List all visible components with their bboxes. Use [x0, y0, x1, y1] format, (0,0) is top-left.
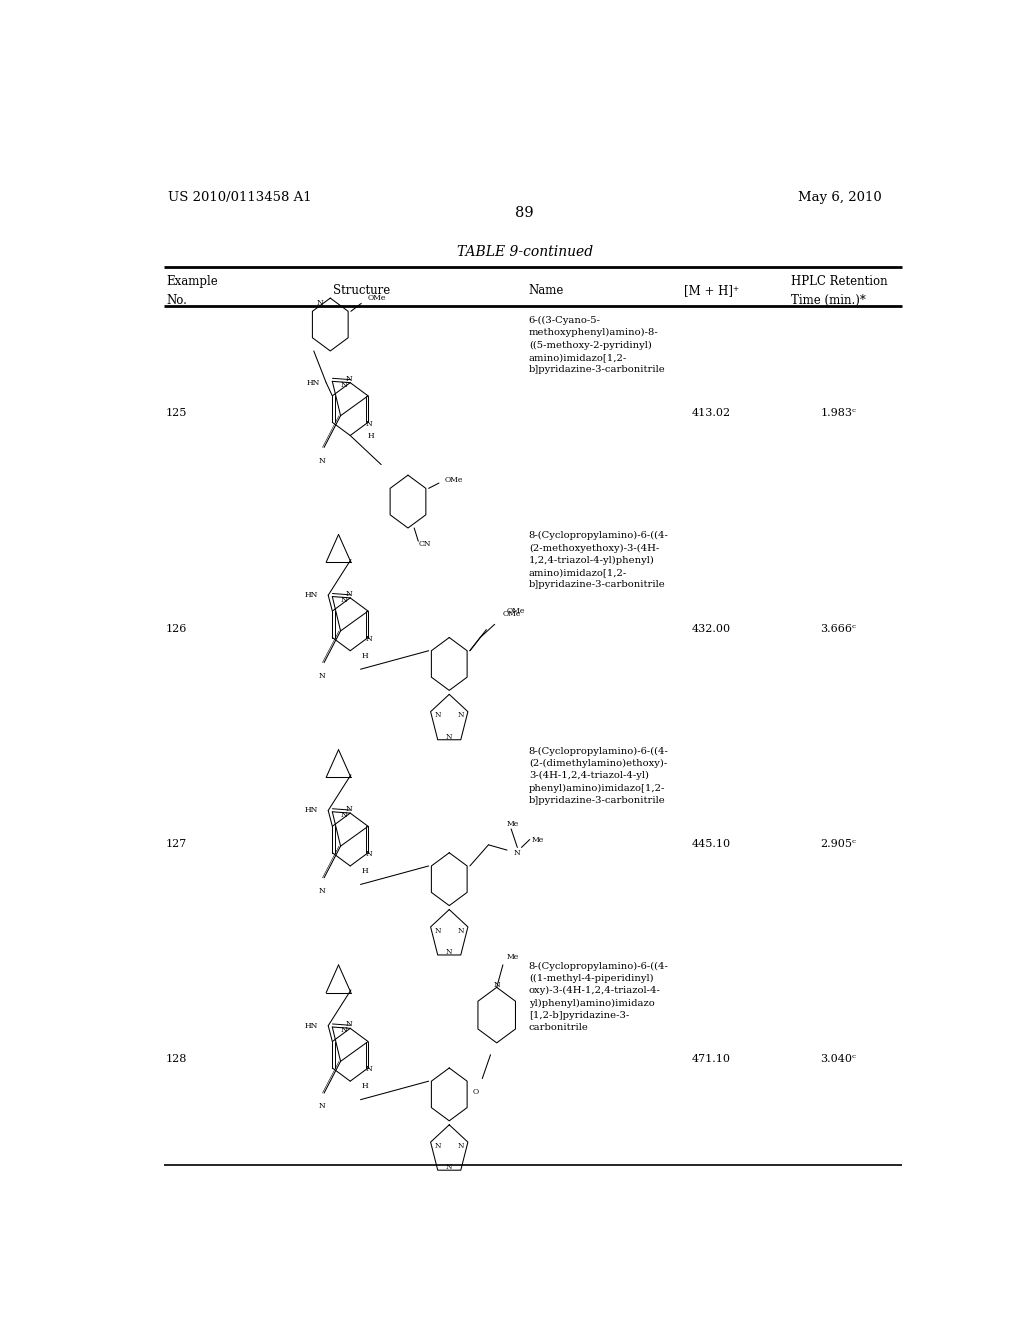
Text: N: N [318, 1102, 326, 1110]
Text: No.: No. [166, 293, 187, 306]
Text: N: N [341, 1027, 348, 1035]
Text: H: H [361, 867, 368, 875]
Text: N: N [318, 672, 326, 680]
Text: N: N [341, 380, 348, 388]
Text: 3.666ᶜ: 3.666ᶜ [820, 623, 856, 634]
Text: 2.905ᶜ: 2.905ᶜ [820, 838, 856, 849]
Text: OMe: OMe [445, 477, 464, 484]
Text: HN: HN [304, 807, 317, 814]
Text: N: N [446, 733, 453, 741]
Text: 89: 89 [515, 206, 535, 220]
Text: N: N [366, 850, 373, 858]
Text: HN: HN [304, 591, 317, 599]
Text: N: N [458, 711, 464, 719]
Text: N: N [494, 981, 500, 989]
Text: HN: HN [306, 379, 319, 387]
Text: N: N [318, 457, 326, 465]
Text: 127: 127 [166, 838, 187, 849]
Text: 1.983ᶜ: 1.983ᶜ [820, 408, 856, 418]
Text: TABLE 9-continued: TABLE 9-continued [457, 244, 593, 259]
Text: 6-((3-Cyano-5-
methoxyphenyl)amino)-8-
((5-methoxy-2-pyridinyl)
amino)imidazo[1,: 6-((3-Cyano-5- methoxyphenyl)amino)-8- (… [528, 315, 666, 374]
Text: Me: Me [507, 953, 519, 961]
Text: 8-(Cyclopropylamino)-6-((4-
(2-(dimethylamino)ethoxy)-
3-(4H-1,2,4-triazol-4-yl): 8-(Cyclopropylamino)-6-((4- (2-(dimethyl… [528, 746, 669, 805]
Text: N: N [346, 375, 352, 383]
Text: N: N [366, 1065, 373, 1073]
Text: 445.10: 445.10 [692, 838, 731, 849]
Text: N: N [514, 849, 521, 857]
Text: N: N [316, 300, 324, 308]
Text: 126: 126 [166, 623, 187, 634]
Text: 471.10: 471.10 [692, 1055, 731, 1064]
Text: Me: Me [531, 836, 544, 843]
Text: 432.00: 432.00 [692, 623, 731, 634]
Text: HN: HN [304, 1022, 317, 1030]
Text: 413.02: 413.02 [692, 408, 731, 418]
Text: Example: Example [166, 276, 218, 288]
Text: N: N [458, 1142, 464, 1150]
Text: OMe: OMe [368, 294, 386, 302]
Text: OMe: OMe [507, 607, 525, 615]
Text: 8-(Cyclopropylamino)-6-((4-
((1-methyl-4-piperidinyl)
oxy)-3-(4H-1,2,4-triazol-4: 8-(Cyclopropylamino)-6-((4- ((1-methyl-4… [528, 961, 669, 1032]
Text: H: H [368, 432, 374, 440]
Text: OMe: OMe [503, 610, 521, 618]
Text: H: H [361, 1082, 368, 1090]
Text: N: N [446, 1163, 453, 1171]
Text: N: N [435, 927, 441, 935]
Text: N: N [341, 595, 348, 603]
Text: HPLC Retention: HPLC Retention [791, 276, 887, 288]
Text: N: N [446, 948, 453, 956]
Text: [M + H]⁺: [M + H]⁺ [684, 284, 739, 297]
Text: N: N [458, 927, 464, 935]
Text: O: O [473, 1088, 479, 1096]
Text: 3.040ᶜ: 3.040ᶜ [820, 1055, 856, 1064]
Text: N: N [346, 590, 352, 598]
Text: N: N [341, 810, 348, 820]
Text: May 6, 2010: May 6, 2010 [798, 191, 882, 203]
Text: H: H [361, 652, 368, 660]
Text: CN: CN [418, 540, 431, 548]
Text: Me: Me [507, 820, 519, 828]
Text: Name: Name [528, 284, 564, 297]
Text: N: N [366, 635, 373, 643]
Text: US 2010/0113458 A1: US 2010/0113458 A1 [168, 191, 311, 203]
Text: Structure: Structure [334, 284, 391, 297]
Text: N: N [435, 1142, 441, 1150]
Text: N: N [366, 420, 373, 428]
Text: 8-(Cyclopropylamino)-6-((4-
(2-methoxyethoxy)-3-(4H-
1,2,4-triazol-4-yl)phenyl)
: 8-(Cyclopropylamino)-6-((4- (2-methoxyet… [528, 531, 669, 589]
Text: 125: 125 [166, 408, 187, 418]
Text: N: N [435, 711, 441, 719]
Text: N: N [346, 1020, 352, 1028]
Text: N: N [346, 805, 352, 813]
Text: Time (min.)*: Time (min.)* [791, 293, 865, 306]
Text: N: N [318, 887, 326, 895]
Text: 128: 128 [166, 1055, 187, 1064]
